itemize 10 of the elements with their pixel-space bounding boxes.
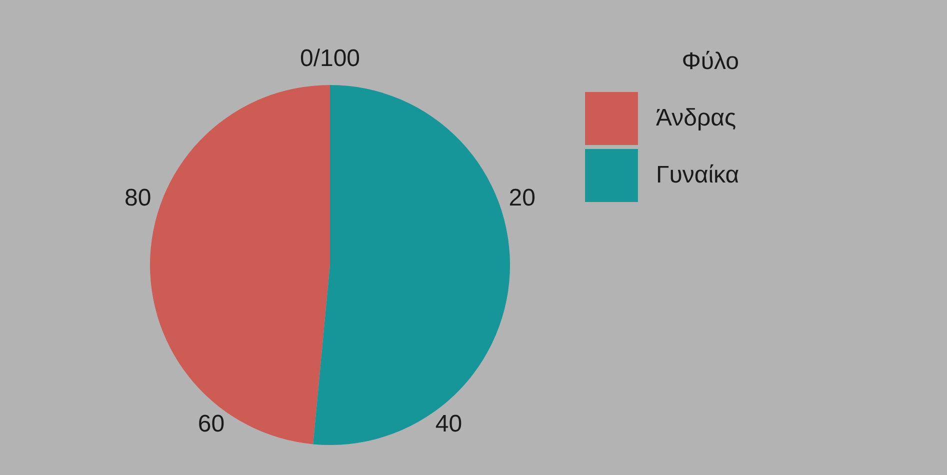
text: 20 [508,184,536,212]
legend-label: Γυναίκα [656,162,740,188]
text: 40 [435,410,462,438]
text: 80 [124,184,152,212]
text: 0/100 [300,45,360,72]
legend-title: Φύλο [682,48,739,75]
pie-slice [313,85,510,445]
legend-label: Άνδρας [656,104,736,132]
text: 60 [198,410,225,438]
pie-slice [150,85,330,444]
